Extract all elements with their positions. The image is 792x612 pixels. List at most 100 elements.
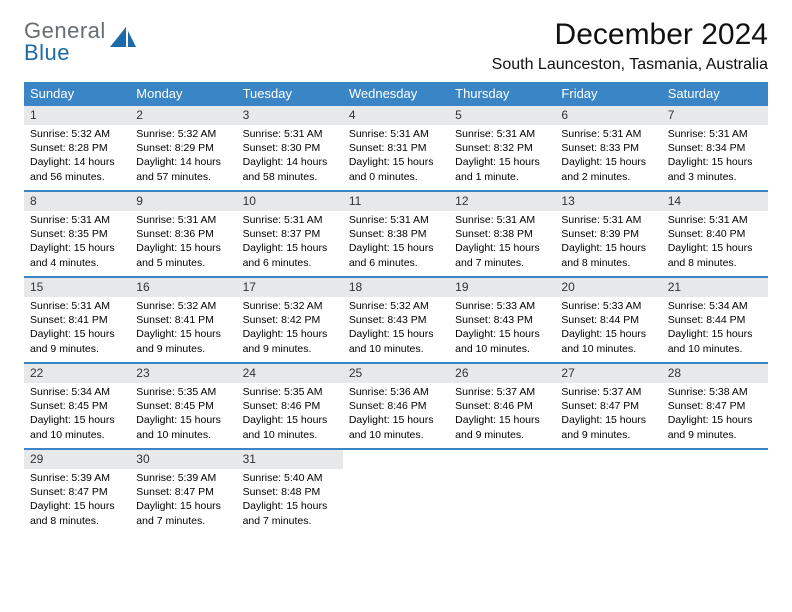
cell-body: Sunrise: 5:32 AMSunset: 8:43 PMDaylight:…: [343, 297, 449, 356]
logo: General Blue: [24, 18, 138, 64]
week-row: 15Sunrise: 5:31 AMSunset: 8:41 PMDayligh…: [24, 278, 768, 364]
calendar-cell: .: [662, 450, 768, 532]
cell-body: Sunrise: 5:31 AMSunset: 8:40 PMDaylight:…: [662, 211, 768, 270]
daylight-text: Daylight: 15 hours and 2 minutes.: [561, 155, 655, 183]
day-header: Monday: [130, 82, 236, 106]
week-row: 1Sunrise: 5:32 AMSunset: 8:28 PMDaylight…: [24, 106, 768, 192]
calendar-cell: 29Sunrise: 5:39 AMSunset: 8:47 PMDayligh…: [24, 450, 130, 532]
daylight-text: Daylight: 14 hours and 58 minutes.: [243, 155, 337, 183]
day-number: 18: [343, 278, 449, 297]
daylight-text: Daylight: 15 hours and 10 minutes.: [243, 413, 337, 441]
calendar-cell: 18Sunrise: 5:32 AMSunset: 8:43 PMDayligh…: [343, 278, 449, 358]
day-number: 2: [130, 106, 236, 125]
daylight-text: Daylight: 15 hours and 4 minutes.: [30, 241, 124, 269]
cell-body: Sunrise: 5:33 AMSunset: 8:43 PMDaylight:…: [449, 297, 555, 356]
cell-body: Sunrise: 5:31 AMSunset: 8:39 PMDaylight:…: [555, 211, 661, 270]
weeks-container: 1Sunrise: 5:32 AMSunset: 8:28 PMDaylight…: [24, 106, 768, 536]
sunset-text: Sunset: 8:47 PM: [136, 485, 230, 499]
sunrise-text: Sunrise: 5:31 AM: [561, 127, 655, 141]
calendar-cell: 2Sunrise: 5:32 AMSunset: 8:29 PMDaylight…: [130, 106, 236, 186]
sunset-text: Sunset: 8:43 PM: [455, 313, 549, 327]
location: South Launceston, Tasmania, Australia: [492, 56, 768, 74]
calendar-cell: 31Sunrise: 5:40 AMSunset: 8:48 PMDayligh…: [237, 450, 343, 532]
sunrise-text: Sunrise: 5:31 AM: [668, 127, 762, 141]
sunset-text: Sunset: 8:43 PM: [349, 313, 443, 327]
sunset-text: Sunset: 8:45 PM: [136, 399, 230, 413]
sunset-text: Sunset: 8:37 PM: [243, 227, 337, 241]
daylight-text: Daylight: 15 hours and 9 minutes.: [30, 327, 124, 355]
cell-body: Sunrise: 5:31 AMSunset: 8:35 PMDaylight:…: [24, 211, 130, 270]
day-number: 31: [237, 450, 343, 469]
calendar-cell: 20 Sunrise: 5:33 AMSunset: 8:44 PMDayligh…: [555, 278, 661, 358]
day-number: 17: [237, 278, 343, 297]
daylight-text: Daylight: 15 hours and 3 minutes.: [668, 155, 762, 183]
header: General Blue December 2024 South Launces…: [24, 18, 768, 74]
calendar-cell: 24Sunrise: 5:35 AMSunset: 8:46 PMDayligh…: [237, 364, 343, 444]
daylight-text: Daylight: 15 hours and 9 minutes.: [455, 413, 549, 441]
cell-body: Sunrise: 5:35 AMSunset: 8:45 PMDaylight:…: [130, 383, 236, 442]
daylight-text: Daylight: 15 hours and 0 minutes.: [349, 155, 443, 183]
daylight-text: Daylight: 15 hours and 10 minutes.: [561, 327, 655, 355]
day-number: 21: [662, 278, 768, 297]
daylight-text: Daylight: 14 hours and 56 minutes.: [30, 155, 124, 183]
sunset-text: Sunset: 8:36 PM: [136, 227, 230, 241]
day-number: 26: [449, 364, 555, 383]
day-number: 5: [449, 106, 555, 125]
cell-body: Sunrise: 5:31 AMSunset: 8:37 PMDaylight:…: [237, 211, 343, 270]
sunrise-text: Sunrise: 5:32 AM: [243, 299, 337, 313]
cell-body: Sunrise: 5:32 AMSunset: 8:42 PMDaylight:…: [237, 297, 343, 356]
day-number: 30: [130, 450, 236, 469]
cell-body: Sunrise: 5:37 AMSunset: 8:47 PMDaylight:…: [555, 383, 661, 442]
sunset-text: Sunset: 8:45 PM: [30, 399, 124, 413]
day-header: Wednesday: [343, 82, 449, 106]
daylight-text: Daylight: 15 hours and 7 minutes.: [243, 499, 337, 527]
sunrise-text: Sunrise: 5:33 AM: [561, 299, 655, 313]
sunset-text: Sunset: 8:44 PM: [561, 313, 655, 327]
cell-body: Sunrise: 5:31 AMSunset: 8:41 PMDaylight:…: [24, 297, 130, 356]
day-number: 1: [24, 106, 130, 125]
sunset-text: Sunset: 8:30 PM: [243, 141, 337, 155]
day-number: 12: [449, 192, 555, 211]
daylight-text: Daylight: 15 hours and 6 minutes.: [349, 241, 443, 269]
day-number: 20: [555, 278, 661, 297]
sunset-text: Sunset: 8:38 PM: [455, 227, 549, 241]
sunrise-text: Sunrise: 5:35 AM: [136, 385, 230, 399]
sunrise-text: Sunrise: 5:36 AM: [349, 385, 443, 399]
cell-body: Sunrise: 5:39 AMSunset: 8:47 PMDaylight:…: [130, 469, 236, 528]
sunset-text: Sunset: 8:44 PM: [668, 313, 762, 327]
sunset-text: Sunset: 8:39 PM: [561, 227, 655, 241]
cell-body: Sunrise: 5:36 AMSunset: 8:46 PMDaylight:…: [343, 383, 449, 442]
daylight-text: Daylight: 15 hours and 5 minutes.: [136, 241, 230, 269]
day-header: Sunday: [24, 82, 130, 106]
calendar-cell: 16Sunrise: 5:32 AMSunset: 8:41 PMDayligh…: [130, 278, 236, 358]
cell-body: Sunrise: 5:40 AMSunset: 8:48 PMDaylight:…: [237, 469, 343, 528]
daylight-text: Daylight: 15 hours and 10 minutes.: [349, 327, 443, 355]
calendar-cell: 9Sunrise: 5:31 AMSunset: 8:36 PMDaylight…: [130, 192, 236, 272]
cell-body: Sunrise: 5:31 AMSunset: 8:38 PMDaylight:…: [449, 211, 555, 270]
day-number: 29: [24, 450, 130, 469]
sunset-text: Sunset: 8:31 PM: [349, 141, 443, 155]
sunrise-text: Sunrise: 5:31 AM: [243, 127, 337, 141]
calendar-cell: 6Sunrise: 5:31 AMSunset: 8:33 PMDaylight…: [555, 106, 661, 186]
day-number: 6: [555, 106, 661, 125]
calendar-cell: 4Sunrise: 5:31 AMSunset: 8:31 PMDaylight…: [343, 106, 449, 186]
calendar-cell: 22Sunrise: 5:34 AMSunset: 8:45 PMDayligh…: [24, 364, 130, 444]
calendar-cell: 15Sunrise: 5:31 AMSunset: 8:41 PMDayligh…: [24, 278, 130, 358]
sunrise-text: Sunrise: 5:35 AM: [243, 385, 337, 399]
daylight-text: Daylight: 15 hours and 10 minutes.: [136, 413, 230, 441]
day-header: Friday: [555, 82, 661, 106]
calendar-cell: 19Sunrise: 5:33 AMSunset: 8:43 PMDayligh…: [449, 278, 555, 358]
cell-body: Sunrise: 5:35 AMSunset: 8:46 PMDaylight:…: [237, 383, 343, 442]
cell-body: Sunrise: 5:31 AMSunset: 8:36 PMDaylight:…: [130, 211, 236, 270]
calendar-cell: 25Sunrise: 5:36 AMSunset: 8:46 PMDayligh…: [343, 364, 449, 444]
calendar-cell: 5Sunrise: 5:31 AMSunset: 8:32 PMDaylight…: [449, 106, 555, 186]
cell-body: Sunrise: 5:32 AMSunset: 8:41 PMDaylight:…: [130, 297, 236, 356]
daylight-text: Daylight: 15 hours and 9 minutes.: [668, 413, 762, 441]
sunrise-text: Sunrise: 5:31 AM: [668, 213, 762, 227]
sunrise-text: Sunrise: 5:39 AM: [136, 471, 230, 485]
sunset-text: Sunset: 8:41 PM: [136, 313, 230, 327]
daylight-text: Daylight: 15 hours and 9 minutes.: [136, 327, 230, 355]
day-number: 4: [343, 106, 449, 125]
calendar-cell: 30Sunrise: 5:39 AMSunset: 8:47 PMDayligh…: [130, 450, 236, 532]
daylight-text: Daylight: 15 hours and 8 minutes.: [30, 499, 124, 527]
